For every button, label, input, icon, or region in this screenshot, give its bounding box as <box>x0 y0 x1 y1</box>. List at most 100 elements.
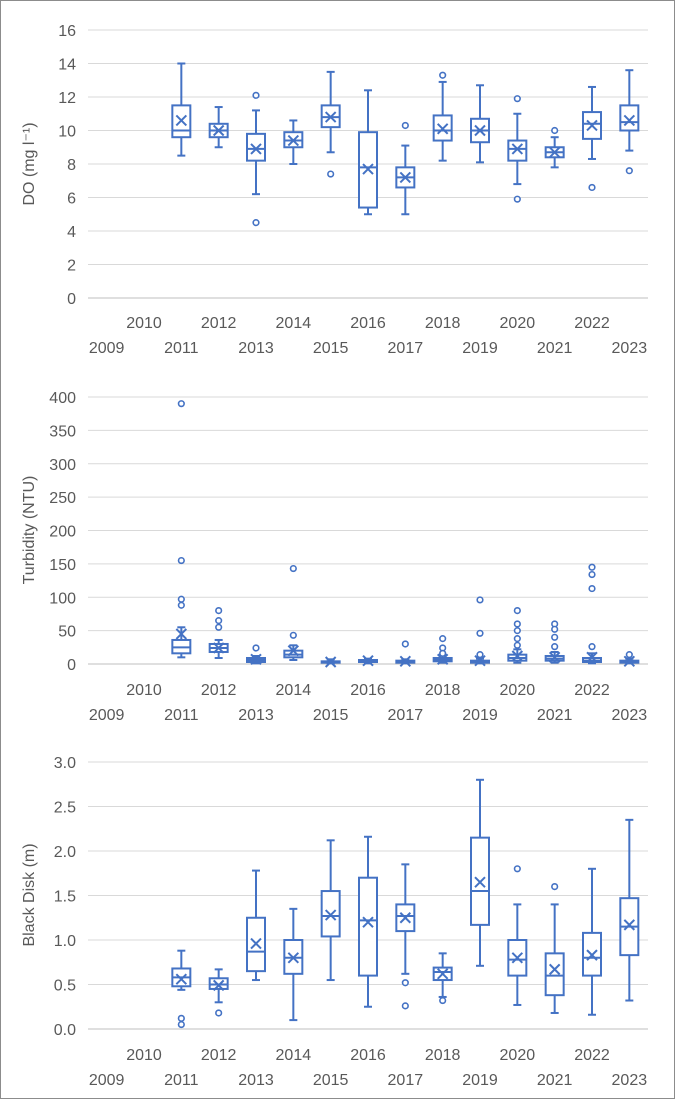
outlier-point <box>513 627 521 635</box>
outlier-point <box>401 979 409 987</box>
mean-marker <box>399 171 412 184</box>
x-tick-label: 2017 <box>388 340 424 357</box>
x-tick-label: 2022 <box>574 1047 610 1064</box>
iqr-box <box>246 132 266 162</box>
x-tick-label: 2010 <box>126 1047 162 1064</box>
box-2011 <box>171 949 192 1029</box>
outlier-point <box>177 1014 185 1022</box>
outlier-point <box>439 649 447 657</box>
iqr-box <box>507 139 528 162</box>
iqr-box <box>544 952 565 997</box>
mean-marker <box>362 163 374 175</box>
outlier-point <box>289 631 297 639</box>
box-2014 <box>283 119 304 165</box>
x-tick-label: 2014 <box>276 1047 312 1064</box>
x-tick-label: 2009 <box>89 1072 125 1089</box>
mean-marker <box>586 949 598 961</box>
box-2019 <box>470 778 490 967</box>
x-tick-label: 2018 <box>425 315 461 332</box>
x-tick-label: 2011 <box>164 1072 199 1089</box>
box-2012 <box>208 106 229 149</box>
y-tick-label: 2 <box>67 258 76 275</box>
mean-marker <box>175 114 188 127</box>
chart-panel-1: 0 2 4 6 8 10 12 14 16 DO (mg l⁻¹) 2009201020112012… <box>21 23 648 357</box>
mean-marker <box>623 114 636 127</box>
box-2022 <box>582 85 602 192</box>
mean-marker <box>474 876 486 888</box>
outlier-point <box>588 643 596 651</box>
y-tick-label: 50 <box>58 624 76 641</box>
mean-marker <box>474 654 486 667</box>
y-tick-label: 4 <box>67 224 76 241</box>
x-tick-label: 2015 <box>313 1072 349 1089</box>
x-tick-label: 2017 <box>388 707 424 724</box>
outlier-point <box>215 623 223 631</box>
mean-marker <box>548 651 561 664</box>
y-axis-label: Black Disk (m) <box>21 843 38 946</box>
outlier-point <box>177 601 185 609</box>
box-2020 <box>507 606 528 664</box>
mean-marker <box>212 642 225 654</box>
x-tick-label: 2018 <box>425 1047 461 1064</box>
x-tick-label: 2009 <box>89 340 125 357</box>
outlier-point <box>289 564 297 573</box>
chart-panel-2: 0 50 100 150 200 250 300 350 400 Turbidity (NTU) 2… <box>21 390 648 724</box>
outlier-point <box>476 629 484 637</box>
iqr-box <box>358 876 378 977</box>
mean-marker <box>250 653 262 666</box>
iqr-box <box>619 104 640 132</box>
outlier-point <box>513 865 521 873</box>
x-tick-label: 2015 <box>313 340 349 357</box>
mean-marker <box>175 973 188 985</box>
box-2016 <box>358 835 378 1008</box>
x-tick-label: 2010 <box>126 315 162 332</box>
y-tick-label: 6 <box>67 191 76 208</box>
x-tick-label: 2021 <box>537 1072 573 1089</box>
outlier-point <box>588 570 596 579</box>
x-tick-label: 2012 <box>201 682 237 699</box>
mean-marker <box>623 655 636 668</box>
outlier-point <box>625 651 633 659</box>
outlier-point <box>439 996 447 1005</box>
x-tick-label: 2014 <box>276 682 312 699</box>
y-tick-label: 150 <box>49 557 76 574</box>
box-2019 <box>470 84 490 164</box>
mean-marker <box>287 644 300 657</box>
x-tick-label: 2019 <box>462 1072 498 1089</box>
mean-marker <box>175 628 188 640</box>
mean-marker <box>511 143 524 155</box>
outlier-point <box>513 95 521 103</box>
box-2012 <box>208 968 229 1017</box>
outlier-point <box>252 219 260 227</box>
x-tick-label: 2021 <box>537 340 573 357</box>
y-tick-label: 100 <box>49 590 76 607</box>
box-2018 <box>432 635 453 666</box>
x-tick-label: 2011 <box>164 707 199 724</box>
box-2017 <box>395 863 416 1010</box>
box-2023 <box>619 651 640 668</box>
outlier-point <box>401 121 409 130</box>
mean-marker <box>436 123 449 135</box>
box-2015 <box>320 656 341 668</box>
x-tick-label: 2013 <box>238 340 274 357</box>
y-tick-label: 1.0 <box>54 933 76 950</box>
outlier-point <box>439 71 447 79</box>
mean-marker <box>287 134 300 147</box>
y-tick-label: 14 <box>58 57 76 74</box>
y-tick-label: 1.5 <box>54 889 76 906</box>
outlier-point <box>513 620 521 628</box>
x-tick-label: 2012 <box>201 1047 237 1064</box>
mean-marker <box>399 912 412 924</box>
box-2022 <box>582 867 602 1016</box>
mean-marker <box>474 124 486 137</box>
mean-marker <box>548 963 561 976</box>
mean-marker <box>324 909 337 921</box>
x-tick-label: 2016 <box>350 1047 386 1064</box>
box-2014 <box>283 564 304 661</box>
y-tick-label: 0.0 <box>54 1022 76 1039</box>
x-tick-label: 2009 <box>89 707 125 724</box>
outlier-point <box>215 617 223 625</box>
x-tick-label: 2012 <box>201 315 237 332</box>
outlier-point <box>513 635 521 643</box>
